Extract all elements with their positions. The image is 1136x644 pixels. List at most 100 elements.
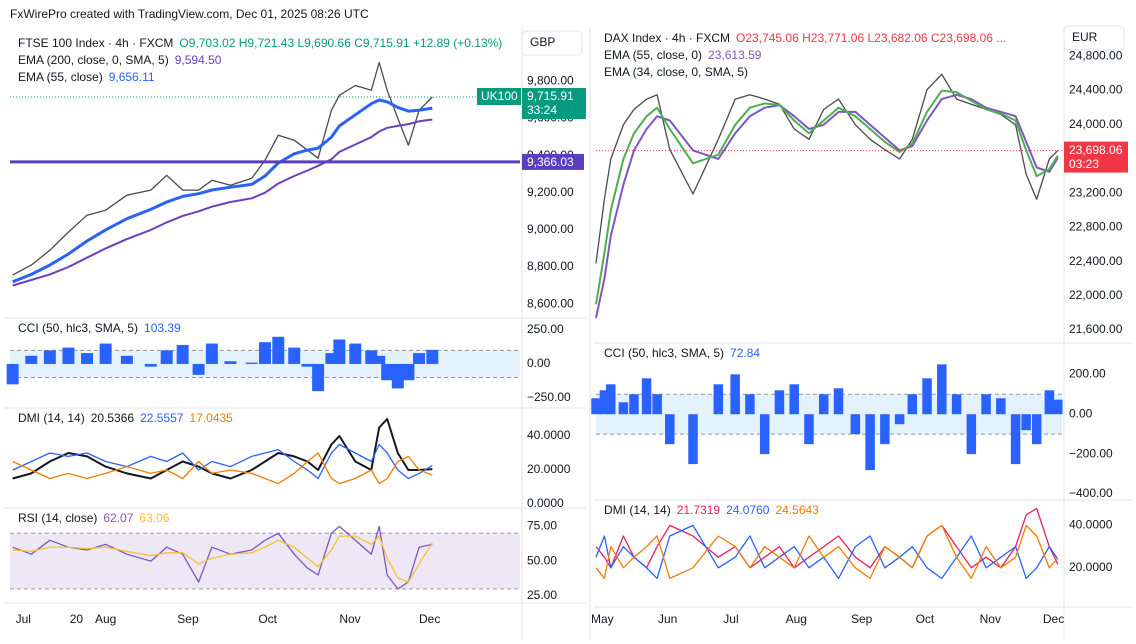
x-tick-label: 20 <box>70 612 84 626</box>
currency: EUR <box>1072 30 1098 44</box>
legend-series: EMA (200, close, 0, SMA, 5) <box>18 53 169 67</box>
histogram-bar <box>381 363 394 381</box>
currency: GBP <box>530 35 555 49</box>
histogram-bar <box>818 394 829 415</box>
y-tick-label: 20.0000 <box>527 462 571 476</box>
histogram-bar <box>62 347 75 364</box>
histogram-bar <box>333 339 346 364</box>
legend-value: 72.84 <box>730 346 760 360</box>
y-tick-label: 21,600.00 <box>1069 322 1123 336</box>
x-tick-label: Nov <box>980 612 1001 626</box>
y-tick-label: 25.00 <box>527 588 557 602</box>
histogram-bar <box>981 394 991 415</box>
x-tick-label: Dec <box>419 612 440 626</box>
legend-value: 17.0435 <box>189 411 233 425</box>
histogram-bar <box>641 378 652 415</box>
y-tick-label: 24,000.00 <box>1069 117 1123 131</box>
series-line <box>12 98 433 284</box>
series-line <box>595 93 1059 319</box>
price-timer: 03:23 <box>1069 157 1099 171</box>
legend-series: EMA (55, close, 0) <box>604 48 702 62</box>
y-tick-label: 23,200.00 <box>1069 185 1123 199</box>
histogram-bar <box>629 394 639 415</box>
symbol-label: UK100 <box>481 89 518 103</box>
x-tick-label: Jun <box>658 612 677 626</box>
y-tick-label: 9,000.00 <box>527 222 574 236</box>
legend-value: 63.06 <box>139 511 169 525</box>
y-tick-label: 0.0000 <box>527 496 564 510</box>
symbol-label-box <box>477 87 521 105</box>
histogram-bar <box>833 388 844 415</box>
y-tick-label: 20.0000 <box>1069 560 1113 574</box>
histogram-bar <box>325 353 338 364</box>
y-tick-label: −200.00 <box>1069 446 1113 460</box>
legend-value: 23,613.59 <box>708 48 762 62</box>
y-tick-label: 22,800.00 <box>1069 220 1123 234</box>
histogram-bar <box>272 336 285 364</box>
histogram-bar <box>937 364 947 415</box>
y-tick-label: 9,200.00 <box>527 185 574 199</box>
y-tick-label: 40.0000 <box>1069 518 1113 532</box>
legend-title: CCI (50, hlc3, SMA, 5) <box>18 321 138 335</box>
y-tick-label: 40.0000 <box>527 428 571 442</box>
histogram-bar <box>789 384 799 415</box>
legend-title: RSI (14, close) <box>18 511 97 525</box>
histogram-bar <box>774 390 785 415</box>
histogram-bar <box>1053 399 1063 415</box>
series-line <box>12 118 433 287</box>
histogram-bar <box>652 394 662 415</box>
currency-box <box>521 30 583 56</box>
legend-value: 9,656.11 <box>109 70 155 84</box>
histogram-bar <box>391 363 404 389</box>
y-tick-label: −250.00 <box>527 390 571 404</box>
price-label-box <box>1064 141 1128 173</box>
histogram-bar <box>966 414 977 455</box>
legend-series: EMA (34, close, 0, SMA, 5) <box>604 65 748 79</box>
legend-value: 9,594.50 <box>175 53 222 67</box>
histogram-bar <box>996 398 1006 415</box>
histogram-bar <box>591 398 601 415</box>
band-fill <box>10 533 520 589</box>
plot-area <box>10 525 520 590</box>
price-label: 23,698.06 <box>1069 143 1123 157</box>
histogram-bar <box>301 363 314 367</box>
histogram-bar <box>922 378 932 415</box>
y-tick-label: 24,800.00 <box>1069 49 1123 63</box>
price-label-box <box>522 87 586 119</box>
histogram-bar <box>713 384 724 415</box>
histogram-bar <box>759 414 770 455</box>
y-tick-label: 75.00 <box>527 519 557 533</box>
plot-area <box>6 336 520 392</box>
y-tick-label: 250.00 <box>527 322 564 336</box>
x-tick-label: Sep <box>177 612 199 626</box>
x-tick-label: Jul <box>16 612 31 626</box>
level-label-box <box>522 153 584 170</box>
histogram-bar <box>745 394 755 415</box>
legend-title: DMI (14, 14) <box>18 411 85 425</box>
y-tick-label: 24,400.00 <box>1069 83 1123 97</box>
series-line <box>12 418 433 480</box>
plot-area <box>591 364 1063 471</box>
histogram-bar <box>1031 414 1042 445</box>
histogram-bar <box>176 344 189 364</box>
histogram-bar <box>245 362 258 364</box>
legend-title: FTSE 100 Index · 4h · FXCM <box>18 36 173 50</box>
series-line <box>12 535 433 583</box>
y-tick-label: 50.00 <box>527 553 557 567</box>
histogram-bar <box>99 343 112 364</box>
level-label: 9,366.03 <box>527 155 574 169</box>
histogram-bar <box>192 363 205 375</box>
plot-area <box>595 507 1059 580</box>
legend-value: 20.5366 <box>91 411 135 425</box>
legend-value: 24.5643 <box>775 503 819 517</box>
header: FxWirePro created with TradingView.com, … <box>10 7 369 21</box>
series-line <box>12 61 433 276</box>
histogram-bar <box>6 363 19 385</box>
y-tick-label: 0.00 <box>1069 406 1093 420</box>
series-line <box>595 524 1059 580</box>
histogram-bar <box>850 414 861 435</box>
legend-value: 24.0760 <box>726 503 770 517</box>
legend-value: 22.5557 <box>140 411 184 425</box>
price-timer: 33:24 <box>527 103 557 117</box>
